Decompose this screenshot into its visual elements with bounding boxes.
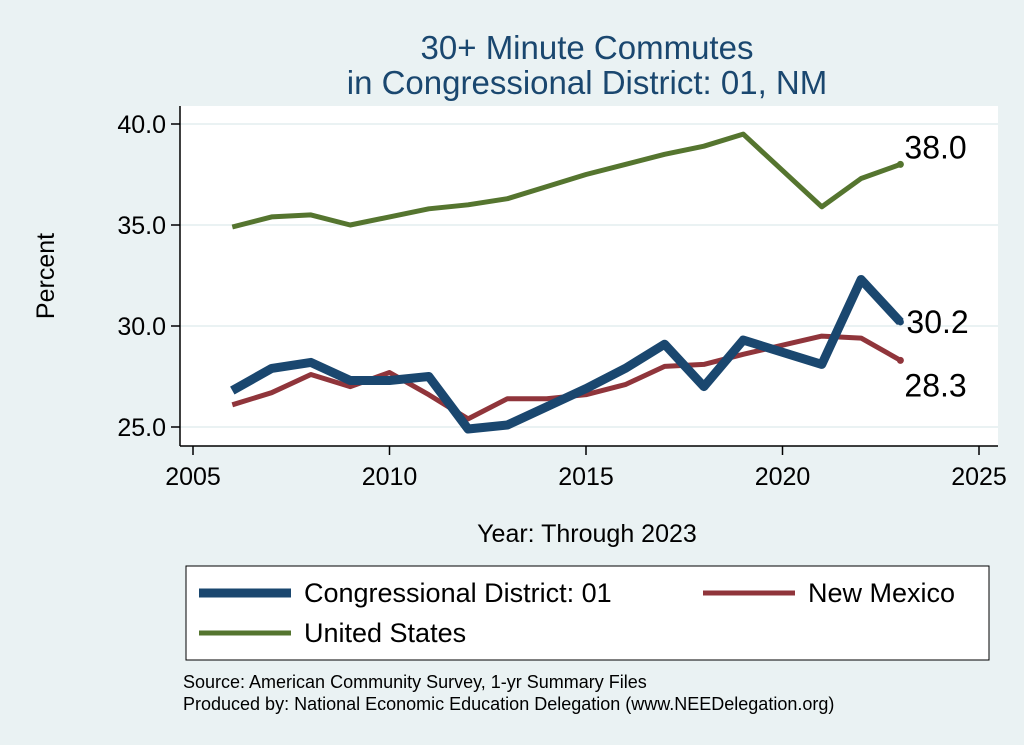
y-tick-label: 25.0 bbox=[117, 414, 166, 442]
source-note: Source: American Community Survey, 1-yr … bbox=[183, 672, 647, 692]
legend-item-new-mexico-label: New Mexico bbox=[808, 578, 955, 608]
x-tick-label: 2015 bbox=[558, 463, 614, 491]
axes bbox=[171, 106, 998, 455]
series-end-point bbox=[896, 160, 904, 168]
end-label-new-mexico: 28.3 bbox=[904, 367, 966, 403]
series-line-united-states bbox=[231, 131, 902, 230]
end-labels: 30.2 28.3 38.0 bbox=[896, 129, 969, 403]
series-end-point bbox=[896, 356, 904, 364]
x-tick-label: 2025 bbox=[951, 463, 1007, 491]
gridlines bbox=[180, 123, 998, 428]
legend: Congressional District: 01 New Mexico Unit… bbox=[199, 578, 955, 648]
y-axis-title: Percent bbox=[32, 233, 60, 319]
y-tick-label: 35.0 bbox=[117, 212, 166, 240]
series-layer bbox=[230, 131, 904, 434]
x-tick-label: 2010 bbox=[362, 463, 418, 491]
x-tick-labels: 2005 2010 2015 2020 2025 bbox=[165, 463, 1007, 491]
series-end-point bbox=[896, 318, 904, 326]
legend-box bbox=[185, 565, 990, 661]
series-line-congressional-district-01 bbox=[230, 275, 904, 434]
y-tick-label: 40.0 bbox=[117, 111, 166, 139]
chart-title-line-1: 30+ Minute Commutes bbox=[421, 29, 754, 66]
x-tick-label: 2005 bbox=[165, 463, 221, 491]
legend-item-congressional-district-01-label: Congressional District: 01 bbox=[304, 578, 612, 608]
producer-note: Produced by: National Economic Education… bbox=[183, 694, 834, 714]
legend-item-united-states-label: United States bbox=[304, 618, 466, 648]
y-tick-labels: 25.0 30.0 35.0 40.0 bbox=[117, 111, 166, 442]
y-tick-label: 30.0 bbox=[117, 313, 166, 341]
end-label-united-states: 38.0 bbox=[904, 129, 966, 165]
x-tick-label: 2020 bbox=[755, 463, 811, 491]
end-label-congressional-district-01: 30.2 bbox=[906, 304, 968, 340]
chart-title-line-2: in Congressional District: 01, NM bbox=[347, 64, 828, 101]
x-axis-title: Year: Through 2023 bbox=[477, 520, 697, 548]
